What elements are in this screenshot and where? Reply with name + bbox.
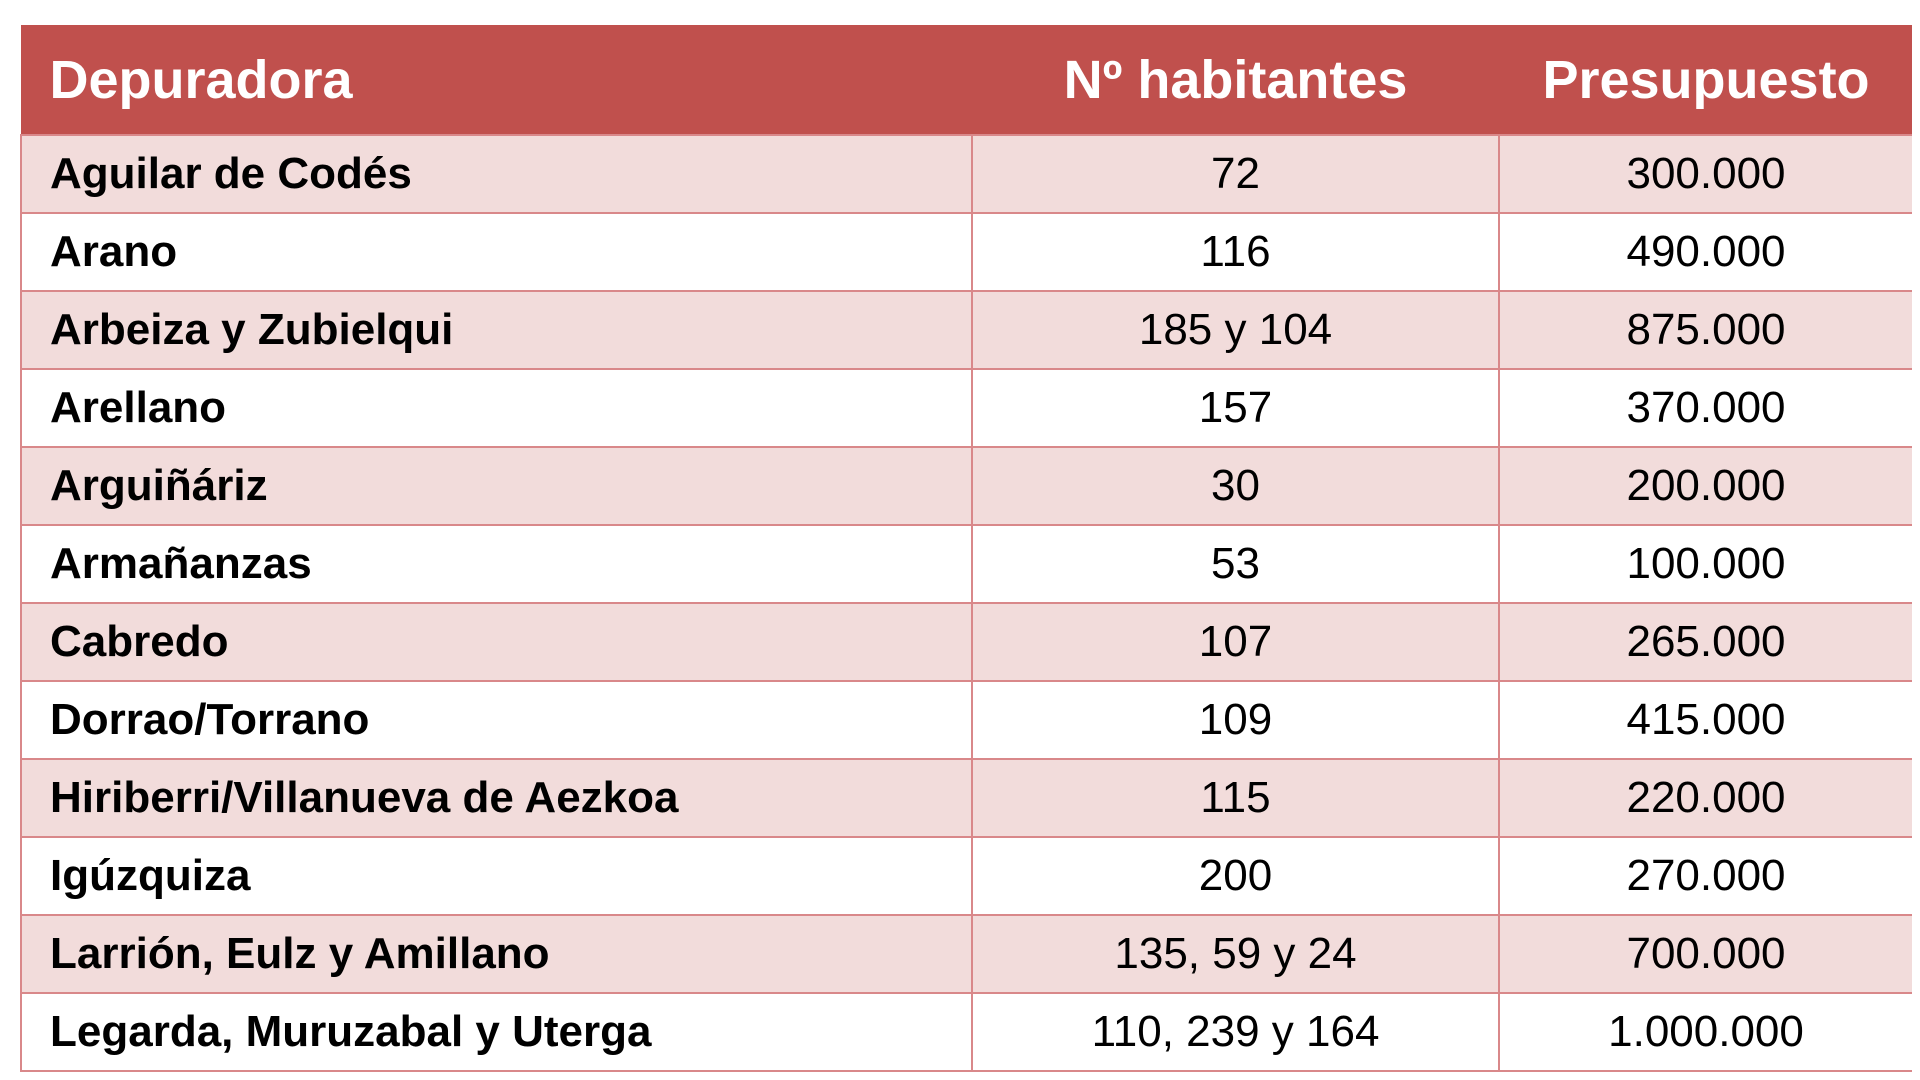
cell-depuradora: Dorrao/Torrano: [20, 680, 973, 760]
cell-presupuesto: 200.000: [1498, 446, 1912, 526]
cell-presupuesto: 370.000: [1498, 368, 1912, 448]
cell-presupuesto: 270.000: [1498, 836, 1912, 916]
header-presupuesto: Presupuesto: [1498, 25, 1912, 135]
table-row: Igúzquiza 200 270.000: [20, 836, 1912, 916]
cell-depuradora: Igúzquiza: [20, 836, 973, 916]
table-body: Aguilar de Codés 72 300.000 Arano 116 490.000…: [20, 134, 1912, 1072]
cell-habitantes: 185 y 104: [971, 290, 1500, 370]
cell-presupuesto: 300.000: [1498, 134, 1912, 214]
table-row: Arbeiza y Zubielqui 185 y 104 875.000: [20, 290, 1912, 370]
cell-presupuesto: 220.000: [1498, 758, 1912, 838]
header-row: Depuradora Nº habitantes Presupuesto: [20, 25, 1912, 135]
cell-depuradora: Legarda, Muruzabal y Uterga: [20, 992, 973, 1072]
cell-depuradora: Arano: [20, 212, 973, 292]
table-row: Cabredo 107 265.000: [20, 602, 1912, 682]
table-row: Arano 116 490.000: [20, 212, 1912, 292]
cell-presupuesto: 875.000: [1498, 290, 1912, 370]
header-habitantes: Nº habitantes: [971, 25, 1500, 135]
depuradoras-table: Depuradora Nº habitantes Presupuesto Agu…: [20, 25, 1912, 1072]
table-row: Legarda, Muruzabal y Uterga 110, 239 y 16…: [20, 992, 1912, 1072]
table-row: Aguilar de Codés 72 300.000: [20, 134, 1912, 214]
table-row: Dorrao/Torrano 109 415.000: [20, 680, 1912, 760]
cell-habitantes: 30: [971, 446, 1500, 526]
cell-depuradora: Hiriberri/Villanueva de Aezkoa: [20, 758, 973, 838]
cell-presupuesto: 1.000.000: [1498, 992, 1912, 1072]
cell-presupuesto: 490.000: [1498, 212, 1912, 292]
cell-habitantes: 135, 59 y 24: [971, 914, 1500, 994]
cell-depuradora: Arbeiza y Zubielqui: [20, 290, 973, 370]
cell-habitantes: 200: [971, 836, 1500, 916]
cell-habitantes: 115: [971, 758, 1500, 838]
data-table-container: Depuradora Nº habitantes Presupuesto Agu…: [20, 25, 1912, 1080]
table-row: Arguiñáriz 30 200.000: [20, 446, 1912, 526]
cell-habitantes: 107: [971, 602, 1500, 682]
cell-presupuesto: 700.000: [1498, 914, 1912, 994]
table-header: Depuradora Nº habitantes Presupuesto: [20, 25, 1912, 135]
cell-presupuesto: 100.000: [1498, 524, 1912, 604]
cell-habitantes: 72: [971, 134, 1500, 214]
cell-presupuesto: 265.000: [1498, 602, 1912, 682]
cell-depuradora: Arguiñáriz: [20, 446, 973, 526]
cell-depuradora: Aguilar de Codés: [20, 134, 973, 214]
cell-habitantes: 116: [971, 212, 1500, 292]
cell-depuradora: Armañanzas: [20, 524, 973, 604]
cell-depuradora: Arellano: [20, 368, 973, 448]
cell-depuradora: Larrión, Eulz y Amillano: [20, 914, 973, 994]
cell-habitantes: 53: [971, 524, 1500, 604]
cell-depuradora: Cabredo: [20, 602, 973, 682]
table-row: Armañanzas 53 100.000: [20, 524, 1912, 604]
cell-habitantes: 109: [971, 680, 1500, 760]
cell-presupuesto: 415.000: [1498, 680, 1912, 760]
cell-habitantes: 157: [971, 368, 1500, 448]
cell-habitantes: 110, 239 y 164: [971, 992, 1500, 1072]
header-depuradora: Depuradora: [20, 25, 973, 135]
table-row: Arellano 157 370.000: [20, 368, 1912, 448]
table-row: Larrión, Eulz y Amillano 135, 59 y 24 700.…: [20, 914, 1912, 994]
table-row: Hiriberri/Villanueva de Aezkoa 115 220.000: [20, 758, 1912, 838]
